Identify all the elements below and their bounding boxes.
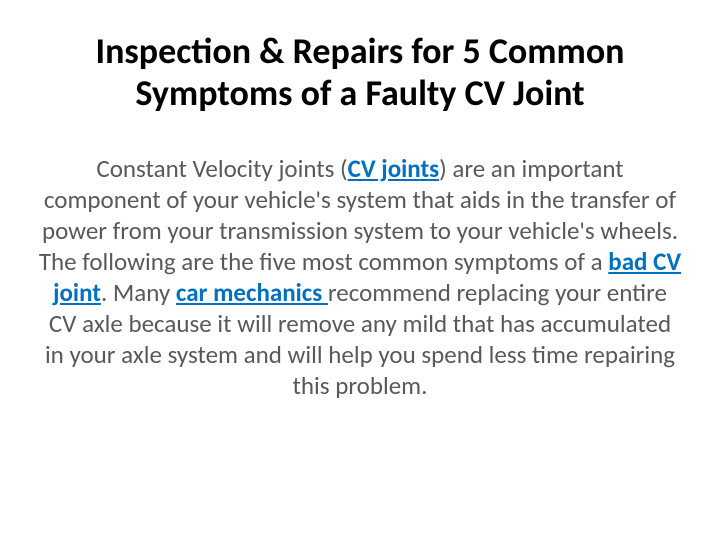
body-paragraph: Constant Velocity joints (CV joints) are… bbox=[38, 153, 682, 401]
body-text: Constant Velocity joints ( bbox=[96, 153, 347, 184]
link-cv-joints[interactable]: CV joints bbox=[348, 153, 439, 184]
link-car-mechanics[interactable]: car mechanics bbox=[176, 277, 328, 308]
body-text: . Many bbox=[101, 277, 176, 308]
slide: Inspection & Repairs for 5 Common Sympto… bbox=[0, 0, 720, 540]
slide-title: Inspection & Repairs for 5 Common Sympto… bbox=[38, 30, 682, 115]
